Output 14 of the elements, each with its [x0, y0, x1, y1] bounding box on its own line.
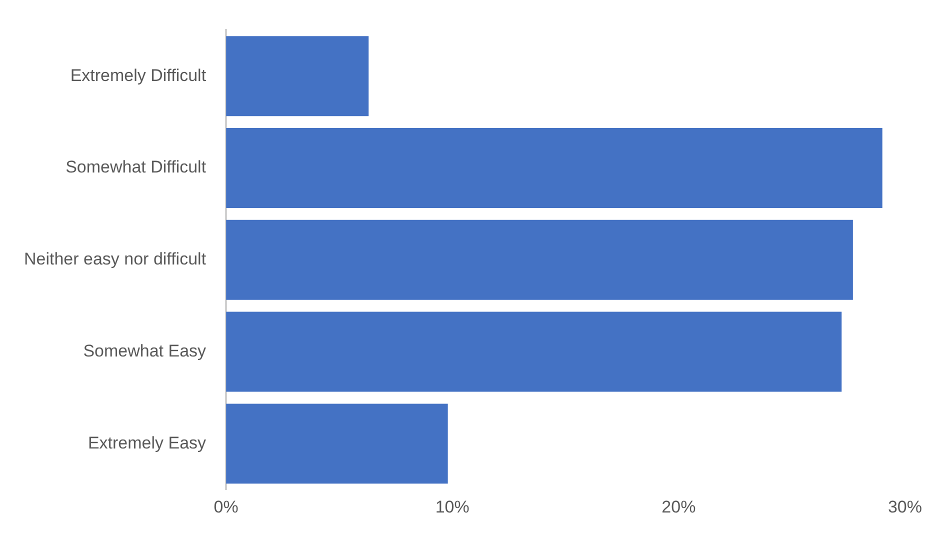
y-tick-label: Neither easy nor difficult: [24, 250, 206, 269]
y-tick-label: Somewhat Easy: [83, 341, 207, 360]
x-tick-label: 30%: [888, 497, 922, 516]
x-tick-label: 0%: [214, 497, 238, 516]
bar: [226, 220, 853, 300]
bar: [226, 404, 448, 484]
bar: [226, 312, 842, 392]
y-tick-label: Extremely Easy: [88, 433, 207, 452]
x-tick-label: 10%: [435, 497, 470, 516]
y-tick-label: Extremely Difficult: [70, 66, 206, 85]
x-tick-label: 20%: [662, 497, 696, 516]
bar: [226, 128, 882, 208]
bar: [226, 36, 369, 116]
y-tick-label: Somewhat Difficult: [66, 158, 206, 177]
